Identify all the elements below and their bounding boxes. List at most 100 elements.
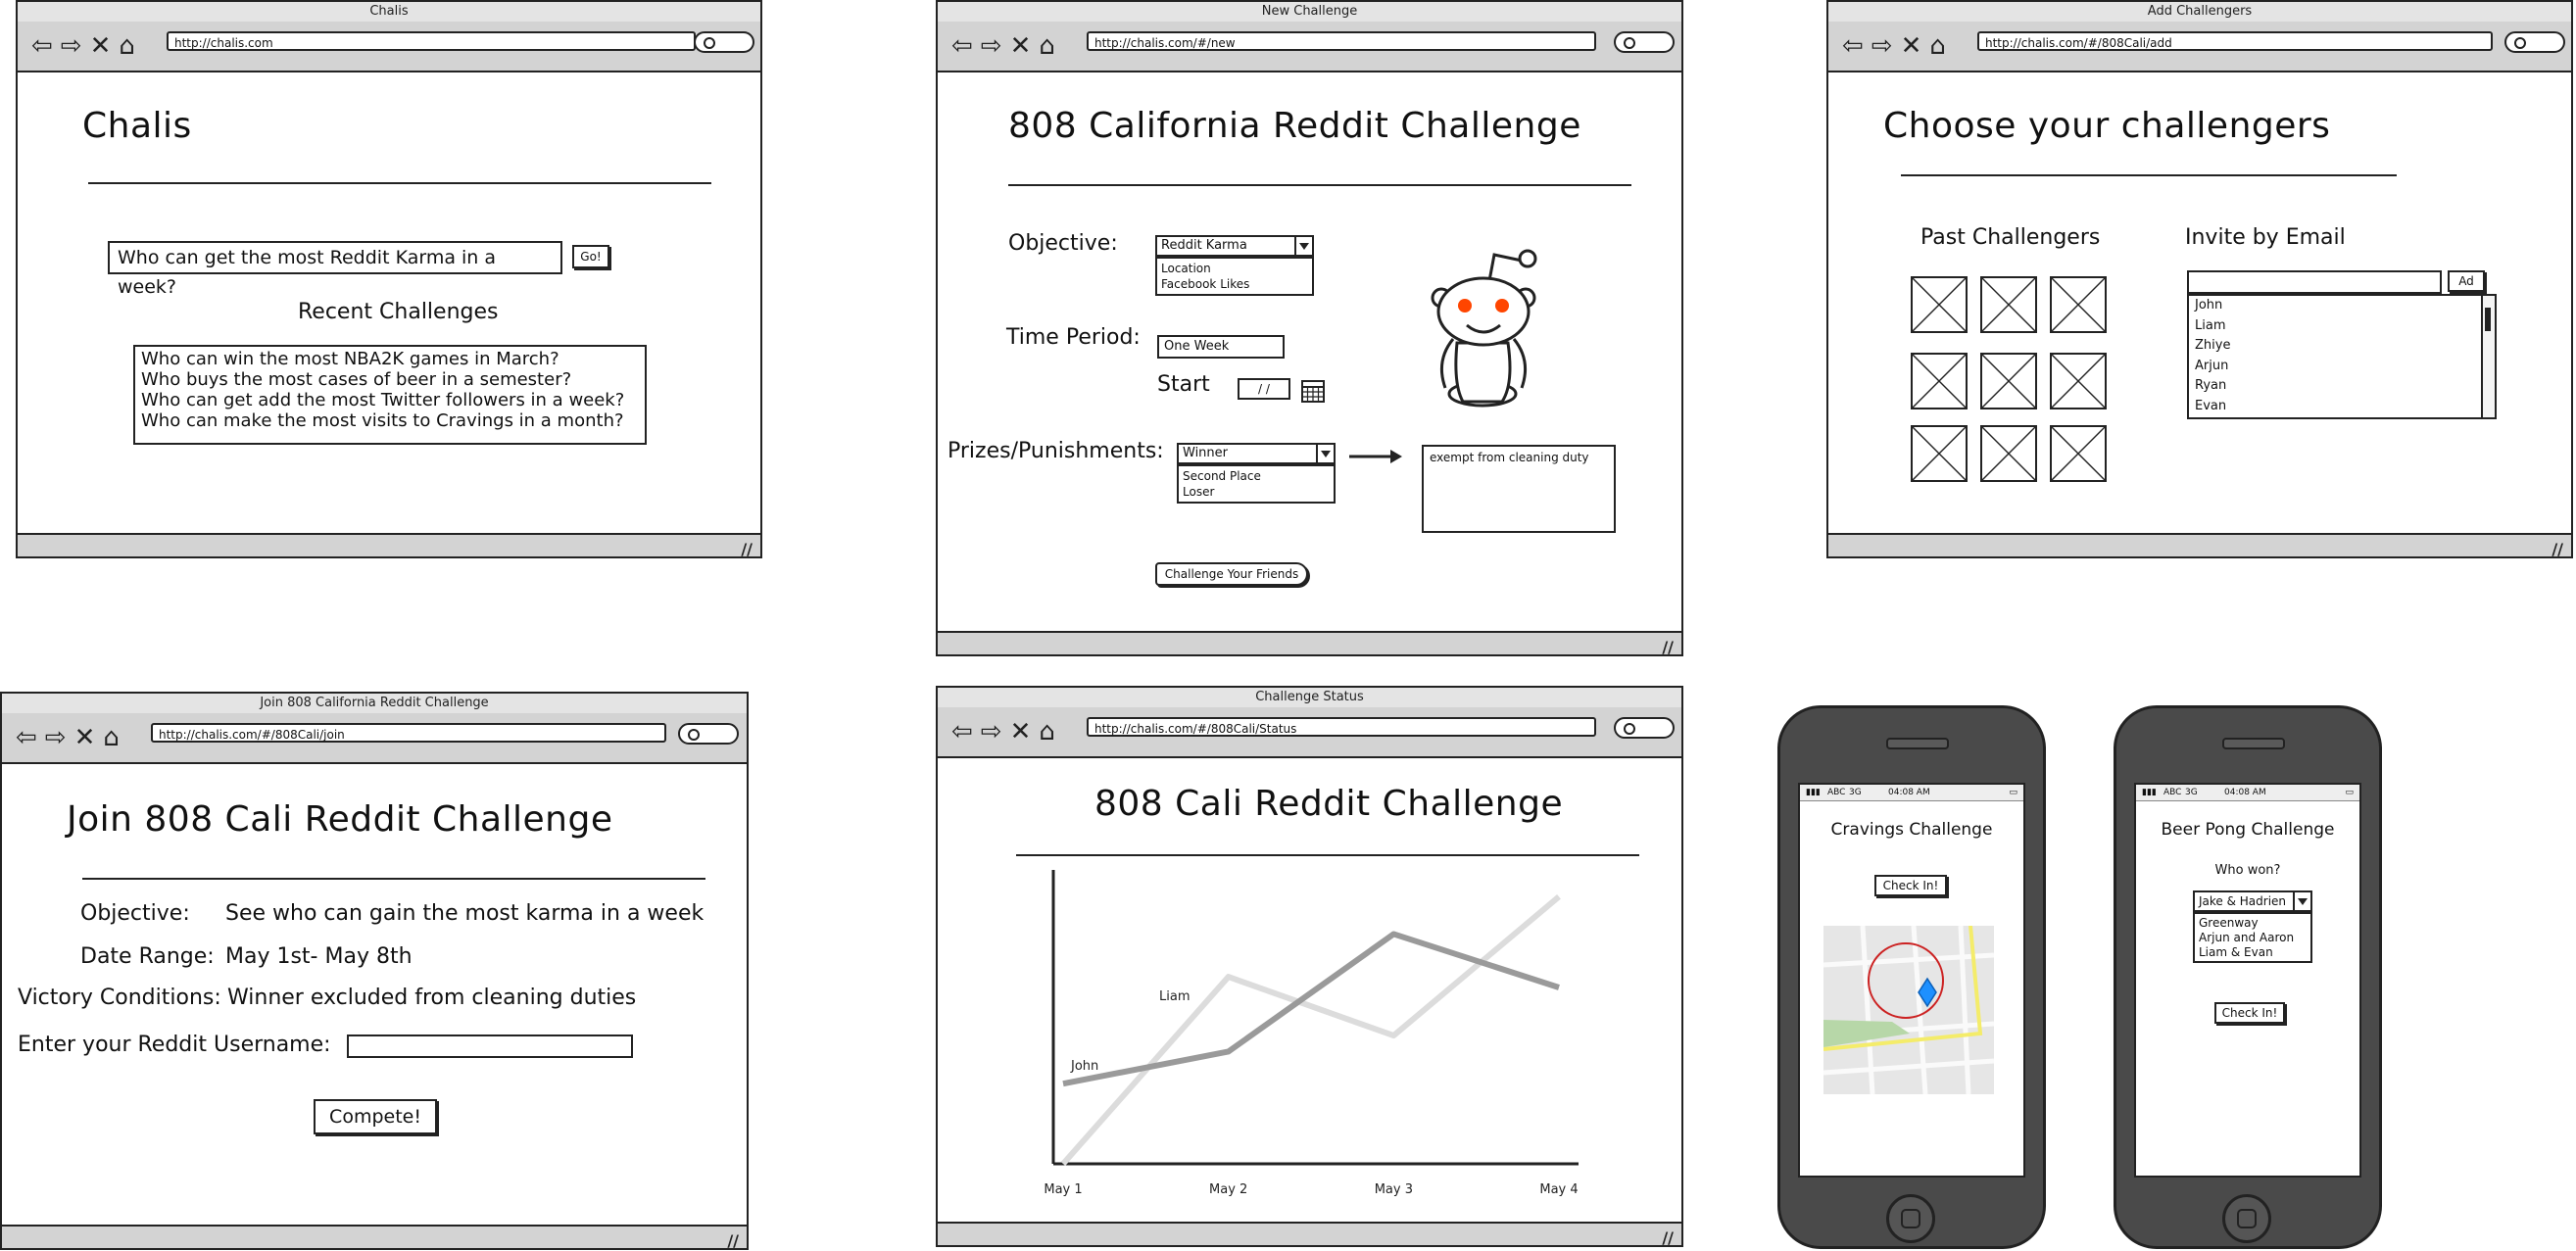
challenge-search-input[interactable]: Who can get the most Reddit Karma in a w… xyxy=(108,241,562,298)
objective-selected: Reddit Karma xyxy=(1161,238,1247,253)
map[interactable] xyxy=(1823,926,1994,1094)
winner-options: Greenway Arjun and Aaron Liam & Evan xyxy=(2193,912,2312,963)
check-in-button[interactable]: Check In! xyxy=(2214,1002,2285,1024)
nav-buttons-icon[interactable]: ⇦⇨✕⌂ xyxy=(1842,31,1954,61)
home-button-icon[interactable] xyxy=(2222,1194,2271,1243)
prize-text-area[interactable]: exempt from cleaning duty xyxy=(1422,445,1616,533)
window-title: Challenge Status xyxy=(938,688,1681,707)
invite-email-input[interactable] xyxy=(2187,270,2442,294)
list-item[interactable]: John xyxy=(2195,298,2223,313)
username-input[interactable] xyxy=(347,1034,633,1058)
x-tick-label: May 3 xyxy=(1375,1182,1413,1197)
clock: 04:08 AM xyxy=(1888,788,1930,797)
invite-list: John Liam Zhiye Arjun Ryan Evan xyxy=(2187,294,2497,419)
url-bar[interactable]: http://chalis.com/#/new xyxy=(1087,31,1596,51)
scrollbar[interactable] xyxy=(2481,296,2495,417)
clock: 04:08 AM xyxy=(2224,788,2266,797)
winner-option[interactable]: Liam & Evan xyxy=(2199,945,2273,959)
time-period-field[interactable]: One Week xyxy=(1157,335,1285,359)
title-divider xyxy=(1901,174,2397,176)
past-challengers-heading: Past Challengers xyxy=(1920,225,2101,250)
list-item[interactable]: Who can win the most NBA2K games in Marc… xyxy=(141,349,559,369)
go-button[interactable]: Go! xyxy=(572,245,609,268)
scrollbar-thumb[interactable] xyxy=(2485,308,2491,331)
recent-challenges-list: Who can win the most NBA2K games in Marc… xyxy=(133,345,647,445)
objective-select[interactable]: Reddit Karma xyxy=(1155,235,1314,257)
home-window: Chalis ⇦⇨✕⌂ http://chalis.com Chalis Who… xyxy=(16,0,762,558)
prize-options: Second Place Loser xyxy=(1177,464,1336,504)
phone-status-bar: ▮▮▮ ABC 3G 04:08 AM ▭ xyxy=(2136,785,2359,801)
join-window: Join 808 California Reddit Challenge ⇦⇨✕… xyxy=(0,692,749,1250)
url-bar[interactable]: http://chalis.com/#/808Cali/join xyxy=(151,723,666,743)
speaker-icon xyxy=(2222,738,2285,749)
chevron-down-icon[interactable] xyxy=(1294,237,1312,255)
nav-buttons-icon[interactable]: ⇦⇨✕⌂ xyxy=(16,723,127,752)
status-bar xyxy=(938,631,1681,656)
window-title: Add Challengers xyxy=(1828,2,2571,22)
calendar-icon[interactable] xyxy=(1300,378,1326,404)
prize-select[interactable]: Winner xyxy=(1177,443,1336,464)
browser-search-icon[interactable] xyxy=(2504,31,2565,53)
series-line-john xyxy=(1062,931,1560,1087)
window-title: New Challenge xyxy=(938,2,1681,22)
page-title: 808 Cali Reddit Challenge xyxy=(1094,784,1564,824)
compete-button[interactable]: Compete! xyxy=(314,1099,437,1134)
nav-buttons-icon[interactable]: ⇦⇨✕⌂ xyxy=(951,31,1063,61)
challenger-avatar[interactable] xyxy=(1911,425,1968,482)
challenger-avatar[interactable] xyxy=(2050,276,2107,333)
objective-option[interactable]: Facebook Likes xyxy=(1161,277,1250,291)
new-challenge-window: New Challenge ⇦⇨✕⌂ http://chalis.com/#/n… xyxy=(936,0,1683,656)
browser-search-icon[interactable] xyxy=(1614,31,1675,53)
prize-option[interactable]: Loser xyxy=(1183,485,1215,499)
list-item[interactable]: Evan xyxy=(2195,398,2227,413)
x-tick-label: May 2 xyxy=(1209,1182,1247,1197)
time-period-label: Time Period: xyxy=(1006,325,1141,350)
challenger-avatar[interactable] xyxy=(1911,276,1968,333)
victory-label: Victory Conditions: xyxy=(18,986,221,1010)
check-in-button[interactable]: Check In! xyxy=(1874,875,1947,896)
list-item[interactable]: Ryan xyxy=(2195,378,2227,393)
winner-select[interactable]: Jake & Hadrien xyxy=(2193,890,2312,912)
list-item[interactable]: Zhiye xyxy=(2195,338,2231,353)
browser-search-icon[interactable] xyxy=(1614,717,1675,739)
home-button-icon[interactable] xyxy=(1886,1194,1935,1243)
list-item[interactable]: Who buys the most cases of beer in a sem… xyxy=(141,369,572,390)
browser-search-icon[interactable] xyxy=(694,31,754,53)
chevron-down-icon[interactable] xyxy=(2293,892,2310,910)
challenger-avatar[interactable] xyxy=(1911,353,1968,409)
url-bar[interactable]: http://chalis.com xyxy=(167,31,696,51)
challenge-friends-button[interactable]: Challenge Your Friends xyxy=(1155,562,1308,586)
list-item[interactable]: Who can get add the most Twitter followe… xyxy=(141,390,625,410)
url-bar[interactable]: http://chalis.com/#/808Cali/Status xyxy=(1087,717,1596,737)
url-bar[interactable]: http://chalis.com/#/808Cali/add xyxy=(1977,31,2493,51)
start-date-field[interactable]: / / xyxy=(1238,378,1290,400)
x-tick-label: May 4 xyxy=(1539,1182,1578,1197)
prizes-label: Prizes/Punishments: xyxy=(948,439,1164,463)
list-item[interactable]: Who can make the most visits to Cravings… xyxy=(141,410,624,431)
list-item[interactable]: Arjun xyxy=(2195,358,2229,373)
challenger-avatar[interactable] xyxy=(1980,353,2037,409)
list-item[interactable]: Liam xyxy=(2195,317,2226,333)
objective-option[interactable]: Location xyxy=(1161,262,1211,275)
nav-buttons-icon[interactable]: ⇦⇨✕⌂ xyxy=(31,31,143,61)
cravings-phone: ▮▮▮ ABC 3G 04:08 AM ▭ Cravings Challenge… xyxy=(1777,705,2046,1249)
challenger-avatar[interactable] xyxy=(2050,353,2107,409)
browser-search-icon[interactable] xyxy=(678,723,739,745)
add-button[interactable]: Ad xyxy=(2448,270,2485,292)
status-bar xyxy=(1828,533,2571,558)
page-title: Join 808 Cali Reddit Challenge xyxy=(67,799,613,840)
chevron-down-icon[interactable] xyxy=(1316,445,1334,462)
nav-buttons-icon[interactable]: ⇦⇨✕⌂ xyxy=(951,717,1063,746)
title-divider xyxy=(82,878,705,880)
winner-selected: Jake & Hadrien xyxy=(2199,894,2287,908)
challenger-avatar[interactable] xyxy=(1980,425,2037,482)
prize-selected: Winner xyxy=(1183,446,1229,460)
challenger-avatar[interactable] xyxy=(2050,425,2107,482)
status-line-chart: May 1 May 2 May 3 May 4 John Liam xyxy=(1044,870,1579,1197)
window-title: Join 808 California Reddit Challenge xyxy=(2,694,747,713)
winner-option[interactable]: Greenway xyxy=(2199,916,2259,930)
challenger-avatar[interactable] xyxy=(1980,276,2037,333)
winner-option[interactable]: Arjun and Aaron xyxy=(2199,931,2295,944)
prize-option[interactable]: Second Place xyxy=(1183,469,1261,483)
phone-title: Beer Pong Challenge xyxy=(2161,820,2335,840)
